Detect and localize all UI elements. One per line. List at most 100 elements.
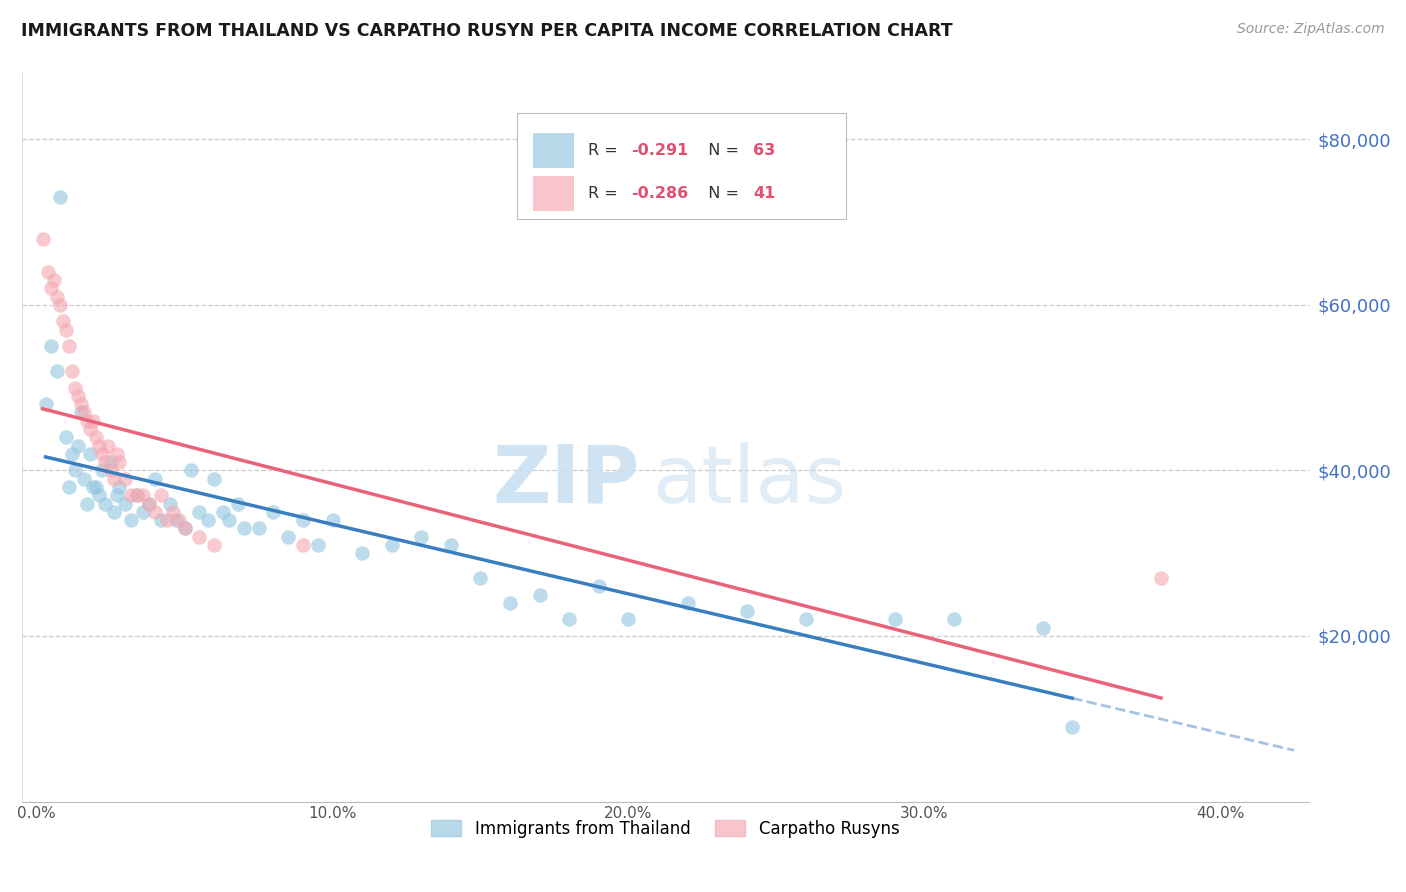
- Point: [307, 538, 329, 552]
- Text: -0.291: -0.291: [631, 143, 688, 158]
- Point: [84, 480, 107, 494]
- Point: [162, 505, 184, 519]
- Point: [247, 521, 270, 535]
- Point: [46, 289, 69, 303]
- Point: [202, 472, 225, 486]
- Point: [108, 480, 131, 494]
- Point: [105, 488, 128, 502]
- Point: [90, 447, 112, 461]
- Point: [188, 530, 211, 544]
- Point: [138, 496, 160, 510]
- Point: [52, 314, 75, 328]
- Point: [1062, 720, 1084, 734]
- Point: [79, 447, 101, 461]
- Point: [411, 530, 433, 544]
- Point: [794, 612, 817, 626]
- Point: [159, 496, 181, 510]
- Point: [114, 496, 136, 510]
- Point: [226, 496, 249, 510]
- Point: [67, 439, 90, 453]
- Point: [76, 414, 98, 428]
- Point: [558, 612, 581, 626]
- Point: [41, 339, 63, 353]
- Point: [1150, 571, 1173, 585]
- FancyBboxPatch shape: [533, 133, 574, 168]
- Point: [105, 447, 128, 461]
- Point: [499, 596, 522, 610]
- Text: ZIP: ZIP: [492, 442, 640, 520]
- Point: [55, 323, 77, 337]
- Point: [588, 579, 610, 593]
- Text: R =: R =: [588, 186, 623, 202]
- Point: [138, 496, 160, 510]
- Point: [37, 265, 59, 279]
- Point: [440, 538, 463, 552]
- Text: atlas: atlas: [652, 442, 846, 520]
- Point: [149, 513, 172, 527]
- Point: [103, 472, 125, 486]
- Point: [58, 339, 80, 353]
- Text: N =: N =: [697, 186, 744, 202]
- Point: [100, 463, 122, 477]
- Point: [49, 298, 72, 312]
- Point: [70, 397, 93, 411]
- Text: R =: R =: [588, 143, 623, 158]
- Point: [60, 447, 83, 461]
- Point: [60, 364, 83, 378]
- Point: [617, 612, 640, 626]
- Text: IMMIGRANTS FROM THAILAND VS CARPATHO RUSYN PER CAPITA INCOME CORRELATION CHART: IMMIGRANTS FROM THAILAND VS CARPATHO RUS…: [21, 22, 953, 40]
- Point: [218, 513, 240, 527]
- Point: [197, 513, 219, 527]
- Legend: Immigrants from Thailand, Carpatho Rusyns: Immigrants from Thailand, Carpatho Rusyn…: [425, 813, 905, 844]
- Point: [55, 430, 77, 444]
- Point: [73, 405, 96, 419]
- Text: Source: ZipAtlas.com: Source: ZipAtlas.com: [1237, 22, 1385, 37]
- Point: [70, 405, 93, 419]
- Point: [529, 588, 551, 602]
- Text: N =: N =: [697, 143, 744, 158]
- Point: [232, 521, 254, 535]
- Point: [942, 612, 965, 626]
- Text: 41: 41: [752, 186, 775, 202]
- Point: [93, 455, 115, 469]
- Point: [149, 488, 172, 502]
- Point: [352, 546, 374, 560]
- Point: [202, 538, 225, 552]
- Point: [46, 364, 69, 378]
- Point: [58, 480, 80, 494]
- Point: [120, 513, 142, 527]
- Point: [31, 231, 53, 245]
- Point: [87, 439, 110, 453]
- Point: [381, 538, 404, 552]
- Point: [76, 496, 98, 510]
- Point: [114, 472, 136, 486]
- Point: [84, 430, 107, 444]
- Point: [165, 513, 187, 527]
- Point: [883, 612, 905, 626]
- Point: [143, 505, 166, 519]
- Point: [44, 273, 66, 287]
- Point: [277, 530, 299, 544]
- Point: [167, 513, 190, 527]
- Point: [87, 488, 110, 502]
- Point: [49, 190, 72, 204]
- Point: [103, 505, 125, 519]
- Point: [63, 381, 86, 395]
- Point: [63, 463, 86, 477]
- Point: [90, 463, 112, 477]
- Point: [82, 480, 104, 494]
- Point: [127, 488, 149, 502]
- Point: [322, 513, 344, 527]
- Point: [67, 389, 90, 403]
- Point: [41, 281, 63, 295]
- Point: [173, 521, 195, 535]
- Point: [291, 538, 314, 552]
- Point: [156, 513, 179, 527]
- Point: [132, 505, 155, 519]
- Point: [676, 596, 699, 610]
- Point: [93, 496, 115, 510]
- Point: [262, 505, 284, 519]
- Point: [132, 488, 155, 502]
- FancyBboxPatch shape: [517, 113, 845, 219]
- Point: [97, 439, 120, 453]
